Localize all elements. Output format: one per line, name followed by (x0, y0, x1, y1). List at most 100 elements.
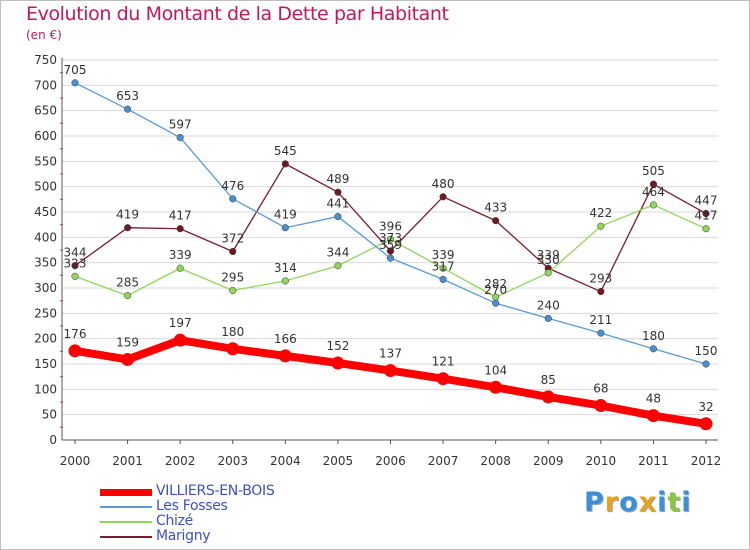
y-tick-label: 550 (34, 154, 57, 168)
x-tick-label: 2001 (112, 454, 143, 468)
data-label: 359 (379, 238, 402, 252)
data-label: 705 (64, 63, 87, 77)
data-label: 104 (484, 363, 507, 377)
y-tick-label: 0 (49, 433, 57, 447)
data-point (226, 342, 240, 356)
data-point (71, 79, 79, 87)
data-point (281, 224, 289, 232)
data-point (702, 209, 710, 218)
data-point (594, 399, 608, 413)
data-label: 419 (116, 208, 139, 222)
data-point (544, 314, 552, 322)
data-point (229, 247, 237, 256)
y-tick-label: 200 (34, 332, 57, 346)
legend-swatch (100, 489, 152, 496)
logo-letter: i (657, 487, 668, 518)
data-point (541, 390, 555, 404)
data-point (334, 213, 342, 221)
data-point (597, 287, 605, 296)
legend-label: Les Fosses (156, 498, 228, 514)
data-label: 339 (169, 248, 192, 262)
x-tick-label: 2002 (165, 454, 196, 468)
data-point (124, 224, 132, 232)
data-label: 447 (695, 194, 718, 208)
data-point (176, 225, 184, 233)
data-point (386, 254, 395, 262)
logo-letter: t (667, 487, 682, 518)
data-point (176, 264, 184, 272)
logo-letter: x (638, 487, 658, 518)
y-tick-label: 300 (34, 281, 57, 295)
data-point (281, 160, 289, 168)
data-label: 545 (274, 144, 297, 158)
data-point (121, 352, 135, 366)
logo-letter: i (681, 487, 692, 518)
data-label: 150 (695, 344, 718, 358)
data-point (229, 286, 237, 295)
y-tick-label: 100 (34, 382, 57, 396)
data-point (281, 277, 289, 285)
data-label: 121 (432, 355, 455, 369)
data-label: 180 (221, 325, 244, 339)
data-label: 285 (116, 276, 139, 290)
data-point (68, 344, 82, 358)
data-label: 597 (169, 118, 192, 132)
x-tick-label: 2009 (533, 454, 564, 468)
x-tick-label: 2006 (375, 454, 406, 468)
data-point (386, 235, 395, 243)
data-point (702, 360, 710, 368)
data-label: 372 (221, 232, 244, 246)
data-label: 180 (642, 329, 665, 343)
legend-swatch (100, 506, 152, 508)
chart-subtitle: (en €) (26, 28, 62, 42)
data-label: 433 (484, 201, 507, 215)
data-point (489, 380, 503, 394)
grid-layer (62, 59, 718, 441)
y-tick-label: 700 (34, 78, 57, 92)
y-tick-label: 350 (34, 256, 57, 270)
x-tick-label: 2008 (480, 454, 511, 468)
data-label: 317 (432, 259, 455, 273)
data-label: 396 (379, 219, 402, 233)
x-tick-label: 2000 (60, 454, 91, 468)
data-label: 293 (589, 272, 612, 286)
data-point (334, 188, 342, 196)
data-label: 464 (642, 185, 665, 199)
data-label: 505 (642, 164, 665, 178)
data-label: 166 (274, 332, 297, 346)
x-tick-label: 2010 (586, 454, 617, 468)
data-label: 476 (221, 179, 244, 193)
data-label: 137 (379, 347, 402, 361)
line-chart: 0 50 100 150 200 250 300 350 400 450 500 550 600 650 7… (34, 53, 721, 468)
data-label: 323 (64, 256, 87, 270)
axis-layer: 0 50 100 150 200 250 300 350 400 450 500 550 600 650 7… (34, 53, 721, 468)
proxiti-logo: Proxiti (584, 487, 692, 518)
data-point (384, 364, 397, 378)
data-point (597, 222, 605, 230)
data-point (176, 133, 184, 142)
data-point (386, 247, 395, 255)
y-tick-label: 250 (34, 306, 57, 320)
data-label: 240 (537, 298, 560, 312)
x-tick-label: 2005 (323, 454, 354, 468)
data-point (492, 217, 500, 225)
data-point (649, 180, 657, 188)
legend-label: Marigny (156, 528, 211, 544)
data-label: 282 (484, 277, 507, 291)
data-point (278, 349, 292, 363)
y-tick-label: 400 (34, 230, 57, 244)
data-point (649, 201, 657, 209)
data-label: 32 (698, 400, 713, 414)
data-label: 417 (169, 209, 192, 223)
data-label: 152 (326, 339, 349, 353)
data-label: 653 (116, 89, 139, 103)
data-point (699, 417, 713, 431)
y-tick-label: 150 (34, 357, 57, 371)
legend-label: Chizé (156, 513, 194, 529)
data-label: 417 (695, 209, 718, 223)
chart-title: Evolution du Montant de la Dette par Hab… (26, 3, 449, 25)
data-point (124, 105, 132, 113)
data-point (436, 372, 450, 386)
data-label: 339 (432, 248, 455, 262)
data-point (649, 345, 657, 353)
